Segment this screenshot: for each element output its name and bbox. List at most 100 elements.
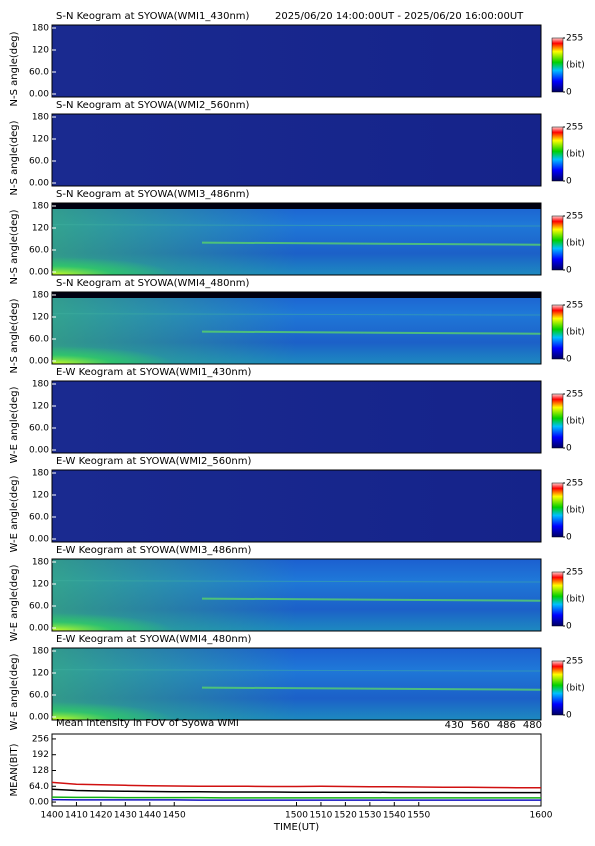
keogram-image xyxy=(52,25,541,97)
legend-entry: 486 xyxy=(497,720,516,731)
x-tick-label: 1510 xyxy=(309,811,332,821)
colorbar-tick-label: 0 xyxy=(566,533,572,543)
y-axis-label: N-S angle(deg) xyxy=(9,298,20,373)
x-tick-label: 1500 xyxy=(285,811,308,821)
colorbar xyxy=(552,127,563,181)
x-tick-label: 1430 xyxy=(114,811,137,821)
y-tick-label: 180 xyxy=(32,24,49,34)
y-tick-label: 0.00 xyxy=(29,268,49,278)
y-tick-label: 128 xyxy=(32,766,49,776)
y-tick-label: 60.0 xyxy=(29,335,49,345)
y-tick-label: 180 xyxy=(32,647,49,657)
plot-background xyxy=(52,734,541,806)
colorbar xyxy=(552,483,563,537)
y-tick-label: 120 xyxy=(32,580,49,590)
colorbar xyxy=(552,216,563,270)
legend-entry: 430 xyxy=(445,720,464,731)
y-axis-label: N-S angle(deg) xyxy=(9,31,20,106)
colorbar-label: (bit) xyxy=(566,595,585,605)
colorbar xyxy=(552,394,563,448)
panel-title: S-N Keogram at SYOWA(WMI2_560nm) xyxy=(56,100,250,111)
y-axis-label: MEAN(BIT) xyxy=(9,743,20,796)
x-tick-label: 1550 xyxy=(407,811,430,821)
y-tick-label: 180 xyxy=(32,558,49,568)
panel-title: S-N Keogram at SYOWA(WMI3_486nm) xyxy=(56,189,250,200)
colorbar-label: (bit) xyxy=(566,150,585,160)
colorbar-tick-label: 0 xyxy=(566,177,572,187)
colorbar-tick-label: 0 xyxy=(566,355,572,365)
colorbar-tick-label: 255 xyxy=(566,568,583,578)
y-tick-label: 60.0 xyxy=(29,68,49,78)
panel-title: E-W Keogram at SYOWA(WMI3_486nm) xyxy=(56,545,252,556)
y-tick-label: 180 xyxy=(32,380,49,390)
y-tick-label: 60.0 xyxy=(29,691,49,701)
y-axis-label: W-E angle(deg) xyxy=(9,386,20,463)
x-tick-label: 1600 xyxy=(530,811,553,821)
legend-entry: 480 xyxy=(523,720,542,731)
y-tick-label: 120 xyxy=(32,669,49,679)
time-range: 2025/06/20 14:00:00UT - 2025/06/20 16:00… xyxy=(275,11,524,22)
colorbar-label: (bit) xyxy=(566,328,585,338)
y-tick-label: 180 xyxy=(32,113,49,123)
y-axis-label: W-E angle(deg) xyxy=(9,564,20,641)
y-axis-label: W-E angle(deg) xyxy=(9,475,20,552)
y-tick-label: 180 xyxy=(32,202,49,212)
colorbar-label: (bit) xyxy=(566,417,585,427)
chart-title: Mean intensity in FOV of Syowa WMI xyxy=(56,718,239,729)
colorbar-label: (bit) xyxy=(566,61,585,71)
panel-title: S-N Keogram at SYOWA(WMI1_430nm) xyxy=(56,11,250,22)
colorbar-tick-label: 0 xyxy=(566,266,572,276)
y-tick-label: 180 xyxy=(32,291,49,301)
colorbar-tick-label: 0 xyxy=(566,444,572,454)
colorbar xyxy=(552,305,563,359)
y-tick-label: 60.0 xyxy=(29,246,49,256)
colorbar-tick-label: 255 xyxy=(566,657,583,667)
y-tick-label: 120 xyxy=(32,46,49,56)
x-tick-label: 1520 xyxy=(334,811,357,821)
colorbar-tick-label: 255 xyxy=(566,479,583,489)
colorbar xyxy=(552,38,563,92)
y-tick-label: 0.00 xyxy=(29,446,49,456)
y-tick-label: 120 xyxy=(32,224,49,234)
y-tick-label: 0.00 xyxy=(29,90,49,100)
colorbar-tick-label: 255 xyxy=(566,34,583,44)
y-tick-label: 60.0 xyxy=(29,513,49,523)
series-line xyxy=(52,797,541,798)
x-tick-label: 1440 xyxy=(138,811,161,821)
y-tick-label: 0.00 xyxy=(29,357,49,367)
colorbar-label: (bit) xyxy=(566,506,585,516)
colorbar-tick-label: 255 xyxy=(566,301,583,311)
colorbar-tick-label: 255 xyxy=(566,123,583,133)
colorbar-tick-label: 0 xyxy=(566,88,572,98)
y-tick-label: 60.0 xyxy=(29,602,49,612)
y-tick-label: 120 xyxy=(32,313,49,323)
colorbar-label: (bit) xyxy=(566,239,585,249)
x-tick-label: 1420 xyxy=(89,811,112,821)
keogram-edge xyxy=(52,203,541,209)
y-tick-label: 0.00 xyxy=(29,798,49,808)
x-tick-label: 1530 xyxy=(358,811,381,821)
colorbar xyxy=(552,661,563,715)
keogram-image xyxy=(52,470,541,542)
x-tick-label: 1410 xyxy=(65,811,88,821)
y-tick-label: 0.00 xyxy=(29,624,49,634)
x-axis-label: TIME(UT) xyxy=(273,822,319,833)
y-axis-label: N-S angle(deg) xyxy=(9,209,20,284)
panel-title: E-W Keogram at SYOWA(WMI4_480nm) xyxy=(56,634,252,645)
panel-title: E-W Keogram at SYOWA(WMI1_430nm) xyxy=(56,367,252,378)
y-axis-label: W-E angle(deg) xyxy=(9,653,20,730)
y-tick-label: 120 xyxy=(32,402,49,412)
keogram-image xyxy=(52,381,541,453)
keogram-corner xyxy=(52,292,541,364)
y-tick-label: 120 xyxy=(32,491,49,501)
colorbar xyxy=(552,572,563,626)
panel-title: S-N Keogram at SYOWA(WMI4_480nm) xyxy=(56,278,250,289)
x-tick-label: 1540 xyxy=(383,811,406,821)
y-tick-label: 0.00 xyxy=(29,535,49,545)
y-tick-label: 0.00 xyxy=(29,713,49,723)
y-tick-label: 60.0 xyxy=(29,157,49,167)
colorbar-tick-label: 0 xyxy=(566,622,572,632)
keogram-corner xyxy=(52,559,541,631)
y-tick-label: 64.0 xyxy=(29,782,49,792)
